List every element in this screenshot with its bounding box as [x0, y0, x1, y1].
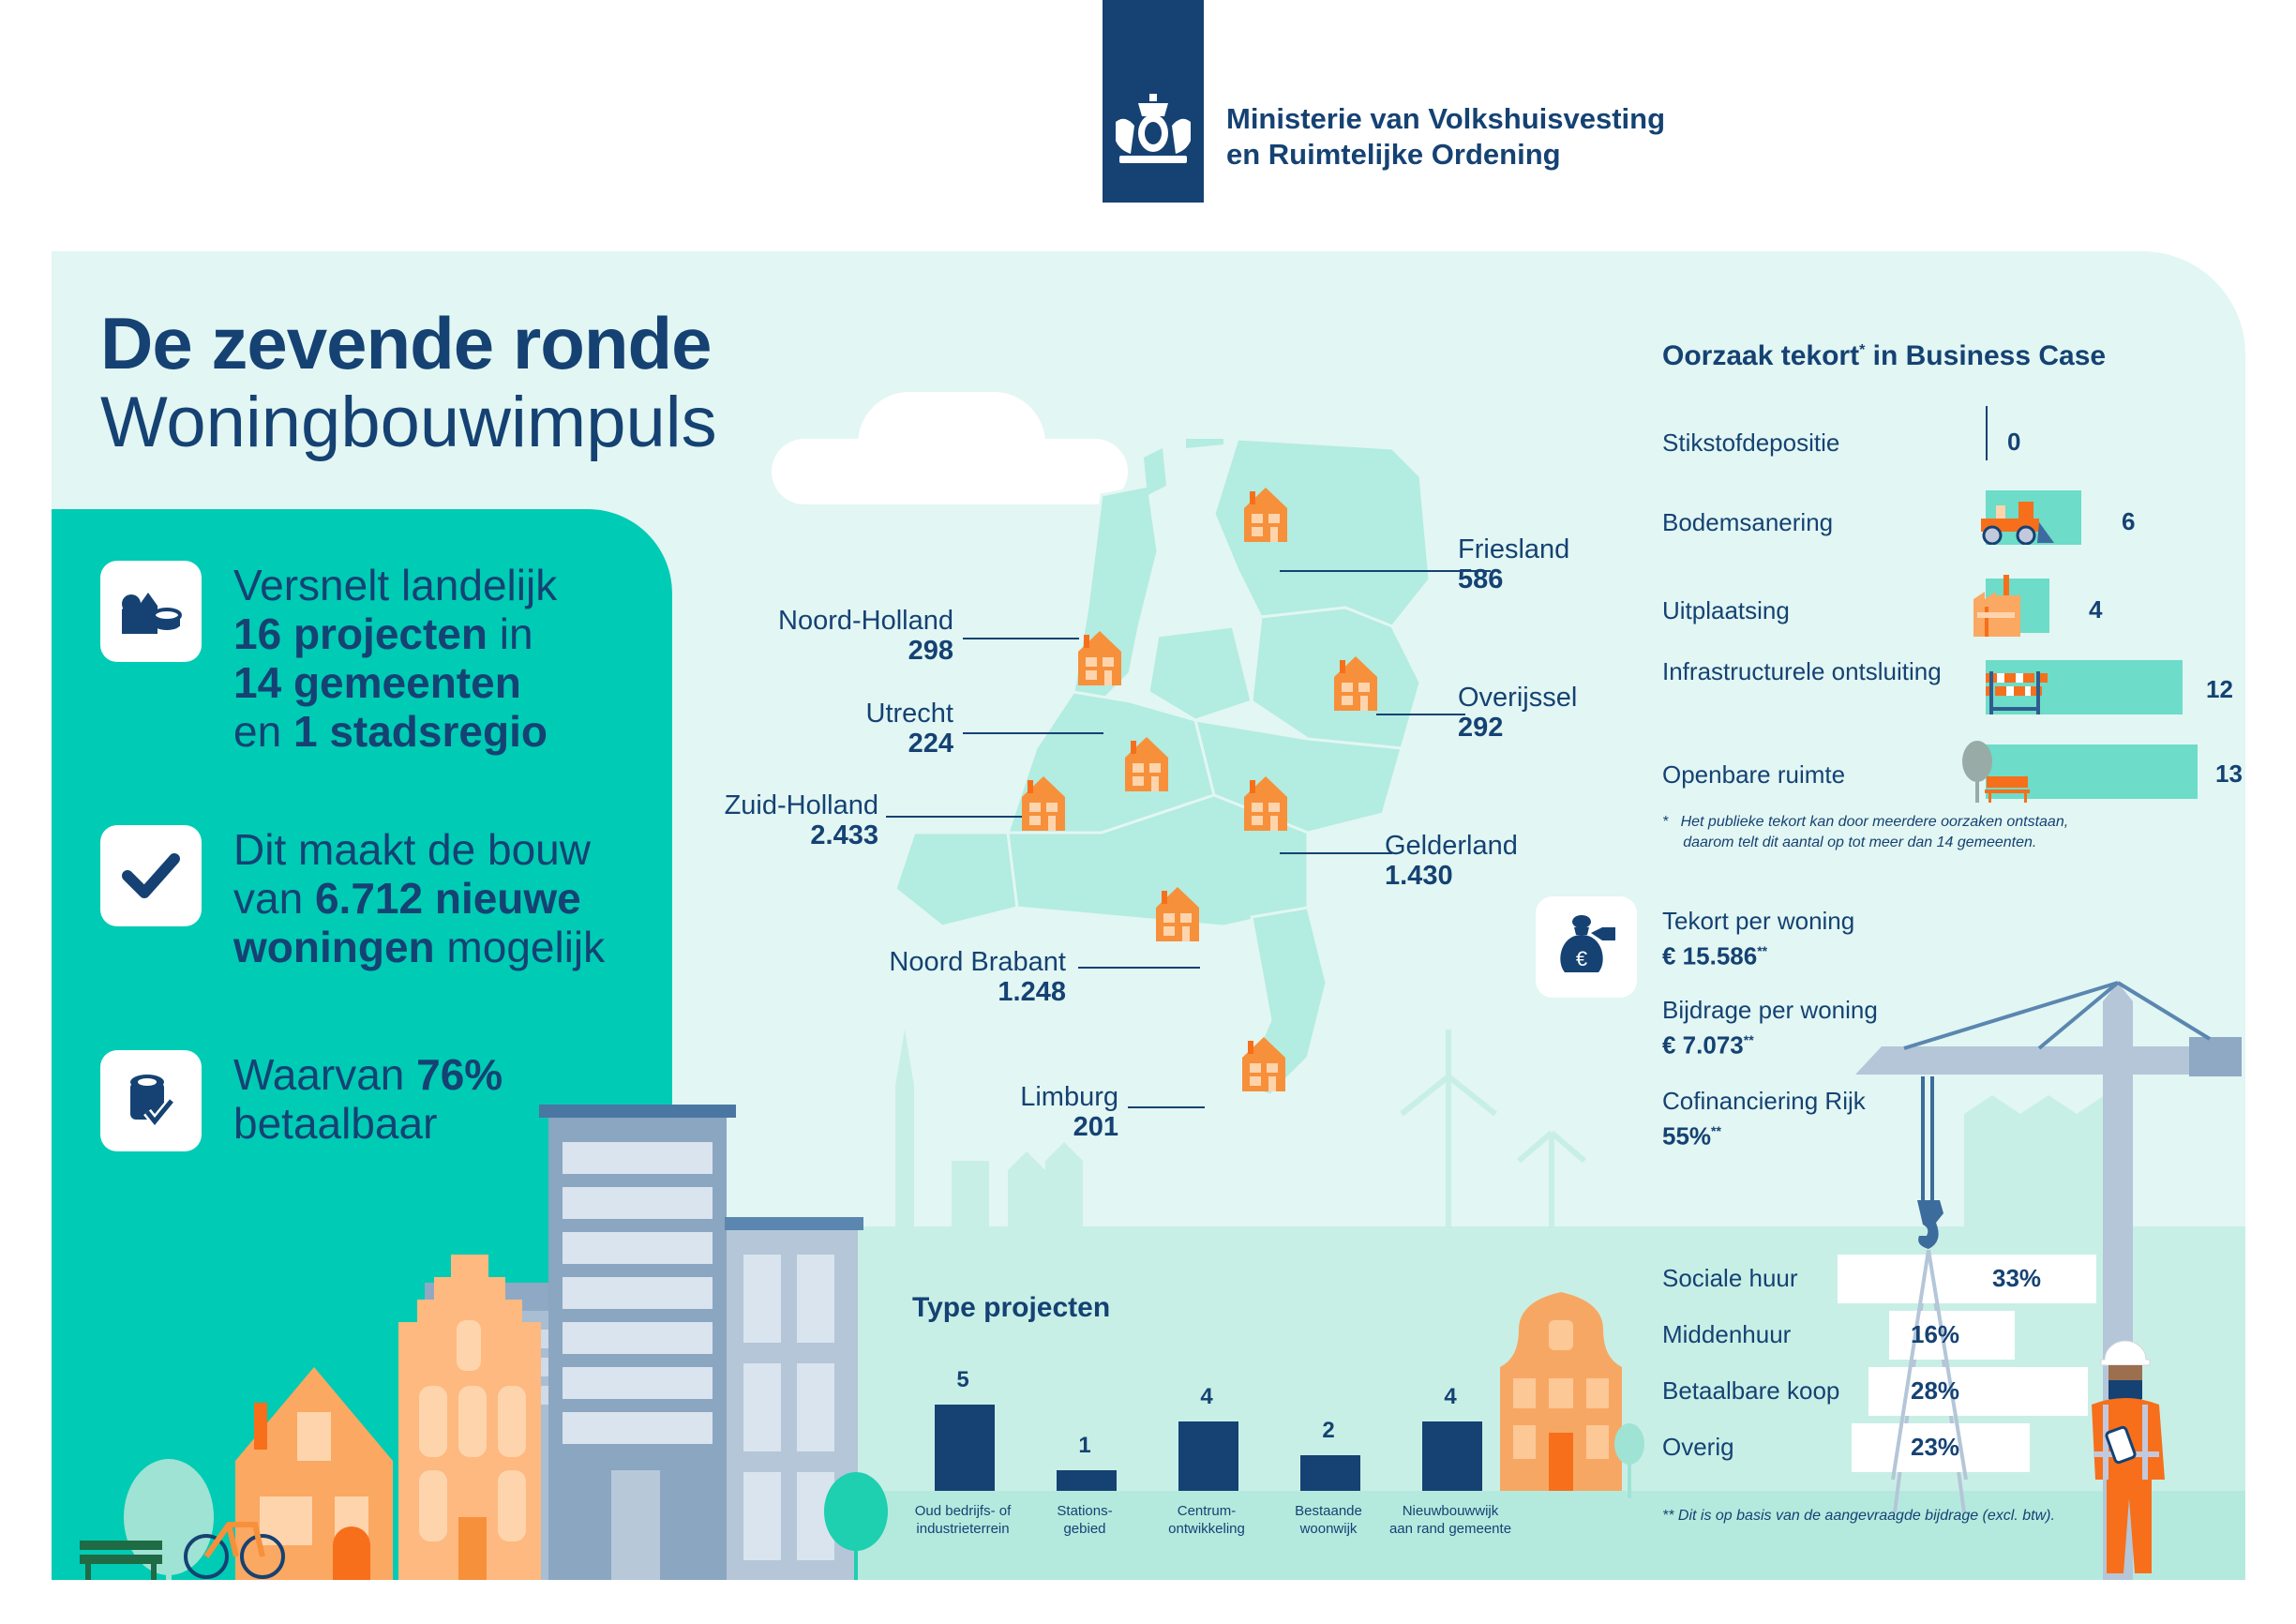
tekort-per-woning: Tekort per woning € 15.586**	[1662, 907, 1855, 970]
coat-of-arms-icon	[1116, 94, 1191, 163]
money-bag-euro-icon: €	[1536, 896, 1637, 998]
dist-value: 23%	[1911, 1433, 1960, 1461]
svg-text:€: €	[1576, 947, 1587, 970]
type-category-label: Oud bedrijfs- of industrieterrein	[914, 1503, 1012, 1537]
type-projects-chart-title: Type projecten	[912, 1292, 1111, 1323]
type-category-label: Stations-gebied	[1057, 1503, 1113, 1537]
dist-value: 28%	[1911, 1376, 1960, 1405]
city-buildings-illustration	[80, 1105, 863, 1580]
coins-check-icon	[100, 1050, 202, 1151]
cofinanciering-rijk: Cofinanciering Rijk 55%**	[1662, 1087, 1866, 1150]
dist-bar-sociale-huur	[1838, 1255, 2096, 1303]
crane-sling	[1891, 1250, 1968, 1480]
infographic-panel: De zevende ronde Woningbouwimpuls Versne…	[52, 251, 2245, 1580]
province-overijssel: Overijssel 292	[1458, 683, 1578, 743]
leader-line	[1078, 967, 1200, 969]
fact-projects-text: Versnelt landelijk 16 projecten in 14 ge…	[233, 561, 558, 756]
cause-row-uitplaatsing: Uitplaatsing 4	[1662, 575, 2225, 650]
dist-label: Sociale huur	[1662, 1264, 1798, 1292]
leader-line	[886, 816, 1022, 818]
type-bar-oud-bedrijfsterrein: 5	[907, 1367, 1019, 1491]
cause-row-infrastructuur: Infrastructurele ontsluiting 12	[1662, 656, 2233, 731]
gable-house-illustration	[1500, 1292, 1622, 1491]
houses-and-coins-icon	[100, 561, 202, 662]
dist-label: Betaalbare koop	[1662, 1376, 1840, 1405]
house-marker-friesland	[1244, 488, 1287, 542]
house-marker-zuid-holland	[1022, 776, 1065, 831]
dist-value: 33%	[1992, 1264, 2042, 1292]
leader-line	[1280, 852, 1392, 854]
road-barrier-icon	[1986, 671, 2048, 714]
leader-line	[963, 638, 1079, 639]
type-category-label: Bestaande woonwijk	[1295, 1503, 1362, 1537]
province-zuid-holland: Zuid-Holland 2.433	[724, 790, 878, 850]
title-line2: Woningbouwimpuls	[100, 383, 717, 462]
fact-affordable: Waarvan 76% betaalbaar	[100, 1050, 503, 1151]
dist-bar-middenhuur	[1889, 1311, 2015, 1360]
province-noord-holland: Noord-Holland 298	[778, 606, 953, 666]
ministry-name: Ministerie van Volkshuisvesting en Ruimt…	[1226, 101, 1665, 173]
province-utrecht: Utrecht 224	[865, 699, 953, 759]
province-gelderland: Gelderland 1.430	[1385, 831, 1518, 891]
title-line1: De zevende ronde	[100, 302, 713, 384]
tree-decoration	[824, 1472, 888, 1580]
financing-footnote: ** Dit is op basis van de aangevraagde b…	[1662, 1508, 2055, 1524]
checkmark-icon	[100, 825, 202, 926]
house-marker-noord-brabant	[1156, 887, 1199, 941]
factory-icon	[1973, 575, 2020, 637]
fact-affordable-text: Waarvan 76% betaalbaar	[233, 1050, 503, 1148]
small-tree-decoration	[1614, 1423, 1644, 1498]
leader-line	[1376, 714, 1465, 715]
causes-chart-title: Oorzaak tekort* in Business Case	[1662, 340, 2107, 371]
fact-projects: Versnelt landelijk 16 projecten in 14 ge…	[100, 561, 557, 756]
house-marker-gelderland	[1244, 776, 1287, 831]
province-noord-brabant: Noord Brabant 1.248	[889, 947, 1066, 1007]
dist-label: Overig	[1662, 1433, 1734, 1461]
type-category-label: Centrum-ontwikkeling	[1168, 1503, 1245, 1537]
dist-bar-overig	[1852, 1423, 2030, 1472]
province-friesland: Friesland 586	[1458, 534, 1570, 594]
dist-label: Middenhuur	[1662, 1320, 1792, 1348]
house-marker-utrecht	[1125, 737, 1168, 791]
causes-footnote: * Het publieke tekort kan door meerdere …	[1662, 814, 2069, 850]
type-bar-bestaande-woonwijk: 2	[1272, 1418, 1385, 1491]
house-marker-limburg	[1242, 1037, 1285, 1091]
cause-row-openbare-ruimte: Openbare ruimte 13	[1662, 741, 2243, 816]
dist-value: 16%	[1911, 1320, 1960, 1348]
type-bar-nieuwbouwwijk: 4	[1394, 1384, 1507, 1491]
house-marker-noord-holland	[1078, 631, 1121, 685]
type-category-label: Nieuwbouwwijk aan rand gemeente	[1388, 1503, 1512, 1537]
skyline-silhouette	[895, 1030, 2133, 1236]
bulldozer-icon	[1981, 502, 2054, 545]
leader-line	[963, 732, 1103, 734]
leader-line	[1280, 570, 1491, 572]
ministry-name-line1: Ministerie van Volkshuisvesting	[1226, 102, 1666, 135]
page-title: De zevende ronde Woningbouwimpuls	[100, 303, 717, 462]
bench-icon	[80, 1541, 162, 1580]
fact-new-homes-text: Dit maakt de bouw van 6.712 nieuwe wonin…	[233, 825, 606, 971]
ministry-logo-bar	[1103, 0, 1204, 203]
bicycle-icon	[184, 1522, 285, 1579]
causes-zero-axis	[1986, 406, 1988, 460]
ministry-name-line2: en Ruimtelijke Ordening	[1226, 138, 1561, 171]
type-bar-centrumontwikkeling: 4	[1150, 1384, 1263, 1491]
province-limburg: Limburg 201	[1020, 1082, 1118, 1142]
fact-new-homes: Dit maakt de bouw van 6.712 nieuwe wonin…	[100, 825, 605, 971]
leader-line	[1128, 1106, 1205, 1108]
cause-row-bodemsanering: Bodemsanering 6	[1662, 490, 2225, 565]
house-marker-overijssel	[1334, 656, 1377, 711]
tree-bench-icon	[1962, 741, 2030, 803]
bijdrage-per-woning: Bijdrage per woning € 7.073**	[1662, 996, 1878, 1060]
construction-worker-illustration	[2092, 1340, 2165, 1573]
type-bar-stationsgebied: 1	[1028, 1433, 1141, 1491]
cloud-decoration	[858, 392, 1045, 495]
cause-row-stikstof: Stikstofdepositie 0	[1662, 428, 2021, 457]
